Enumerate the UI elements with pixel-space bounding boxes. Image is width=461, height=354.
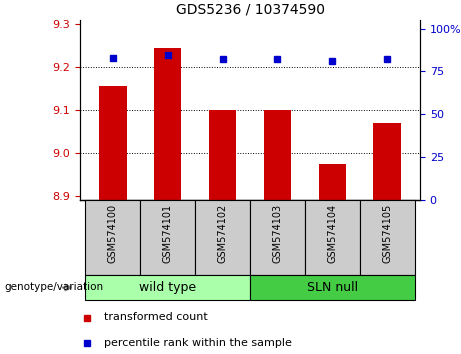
Bar [305,200,360,275]
Bar [264,110,291,200]
Text: GSM574105: GSM574105 [382,204,392,263]
Text: genotype/variation: genotype/variation [5,282,104,292]
Text: GSM574103: GSM574103 [272,204,283,263]
Bar [85,200,140,275]
Bar [373,123,401,200]
Bar [319,164,346,200]
Text: GSM574104: GSM574104 [327,204,337,263]
Bar [195,200,250,275]
Bar [140,200,195,275]
Bar [99,86,127,200]
Bar [154,48,182,200]
Text: GSM574101: GSM574101 [163,204,173,263]
Text: GSM574100: GSM574100 [108,204,118,263]
Text: SLN null: SLN null [307,281,358,294]
Bar [360,200,414,275]
Text: transformed count: transformed count [104,313,207,322]
Text: GSM574102: GSM574102 [218,204,228,263]
Text: percentile rank within the sample: percentile rank within the sample [104,337,292,348]
Title: GDS5236 / 10374590: GDS5236 / 10374590 [176,2,325,16]
Bar [209,110,236,200]
Bar [250,275,414,300]
Bar [250,200,305,275]
Bar [85,275,250,300]
Text: wild type: wild type [139,281,196,294]
